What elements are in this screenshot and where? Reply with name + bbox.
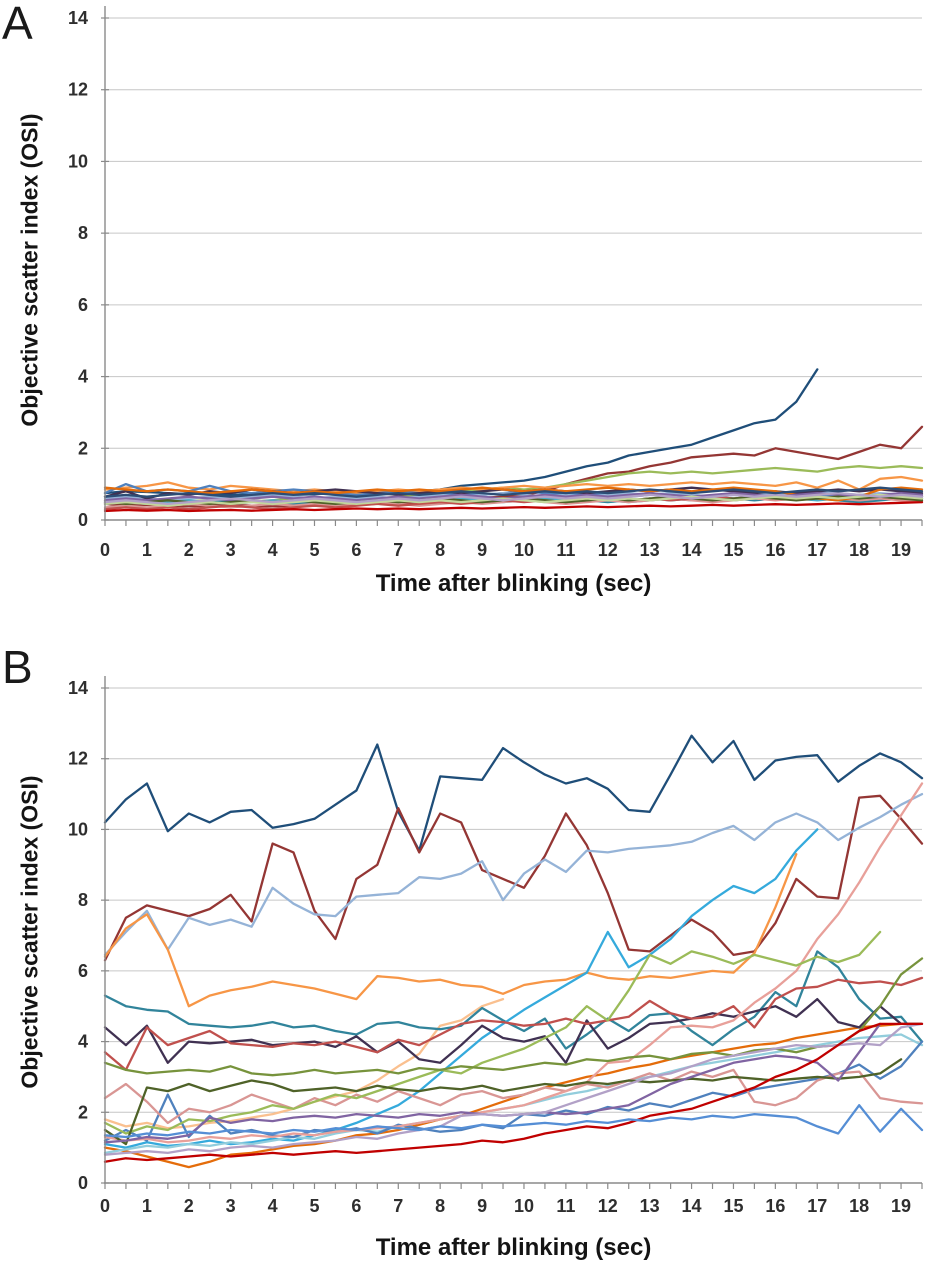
x-tick-label: 17 xyxy=(807,540,827,560)
x-tick-label: 8 xyxy=(435,1196,445,1216)
y-tick-label: 4 xyxy=(78,367,88,387)
series-line-02 xyxy=(103,794,924,962)
x-tick-label: 14 xyxy=(682,1196,702,1216)
x-tick-label: 6 xyxy=(351,1196,361,1216)
series-line-21 xyxy=(103,1104,924,1139)
panel-a-x-axis-title: Time after blinking (sec) xyxy=(375,570,652,597)
panel-a-letter: A xyxy=(2,0,33,49)
x-tick-label: 18 xyxy=(849,1196,869,1216)
y-tick-label: 2 xyxy=(78,1102,88,1122)
x-tick-label: 18 xyxy=(849,540,869,560)
y-tick-label: 10 xyxy=(68,151,88,171)
x-tick-label: 11 xyxy=(556,1196,575,1216)
x-tick-label: 3 xyxy=(226,1196,236,1216)
x-tick-label: 19 xyxy=(891,1196,911,1216)
x-tick-label: 6 xyxy=(351,540,361,560)
x-tick-label: 11 xyxy=(556,540,575,560)
x-tick-label: 12 xyxy=(598,540,618,560)
x-tick-label: 4 xyxy=(268,540,278,560)
panel-b-x-axis-title: Time after blinking (sec) xyxy=(375,1234,652,1261)
x-tick-label: 7 xyxy=(393,1196,403,1216)
series-line-07 xyxy=(103,950,924,1050)
x-tick-label: 19 xyxy=(891,540,911,560)
y-tick-label: 2 xyxy=(78,438,88,458)
x-tick-label: 16 xyxy=(765,1196,785,1216)
x-tick-label: 3 xyxy=(226,540,236,560)
series-line-01 xyxy=(103,368,819,497)
x-tick-label: 12 xyxy=(598,1196,618,1216)
y-tick-label: 14 xyxy=(68,8,88,28)
x-tick-label: 10 xyxy=(514,1196,534,1216)
x-tick-label: 10 xyxy=(514,540,534,560)
y-tick-label: 14 xyxy=(68,678,88,698)
y-tick-label: 12 xyxy=(68,749,88,769)
series-line-17 xyxy=(103,491,924,506)
x-tick-label: 13 xyxy=(640,540,660,560)
y-tick-label: 4 xyxy=(78,1032,88,1052)
y-tick-label: 8 xyxy=(78,890,88,910)
series-line-14 xyxy=(103,782,924,1144)
series-line-02 xyxy=(103,425,924,508)
series-line-05 xyxy=(103,1022,924,1169)
y-tick-label: 0 xyxy=(78,510,88,530)
y-tick-label: 10 xyxy=(68,819,88,839)
x-tick-label: 9 xyxy=(477,1196,487,1216)
panel-b-letter: B xyxy=(2,641,33,693)
x-tick-label: 1 xyxy=(142,540,152,560)
series-line-19 xyxy=(103,1022,924,1156)
x-tick-label: 1 xyxy=(142,1196,152,1216)
x-tick-label: 15 xyxy=(723,540,743,560)
series-line-06 xyxy=(103,997,505,1130)
x-tick-label: 17 xyxy=(807,1196,827,1216)
series-line-04 xyxy=(103,475,924,495)
x-tick-label: 9 xyxy=(477,540,487,560)
x-tick-label: 0 xyxy=(100,540,110,560)
series-line-12 xyxy=(103,500,924,513)
series-line-16 xyxy=(103,957,924,1077)
y-tick-label: 6 xyxy=(78,295,88,315)
series-line-03 xyxy=(103,792,924,957)
y-tick-label: 6 xyxy=(78,961,88,981)
x-tick-label: 15 xyxy=(723,1196,743,1216)
x-tick-label: 8 xyxy=(435,540,445,560)
x-tick-label: 2 xyxy=(184,1196,194,1216)
series-line-01 xyxy=(103,734,924,852)
x-tick-label: 7 xyxy=(393,540,403,560)
x-tick-label: 14 xyxy=(682,540,702,560)
series-line-08 xyxy=(103,828,819,1149)
y-tick-label: 12 xyxy=(68,80,88,100)
x-tick-label: 4 xyxy=(268,1196,278,1216)
series-line-12 xyxy=(103,976,924,1072)
x-tick-label: 16 xyxy=(765,540,785,560)
series-line-04 xyxy=(103,853,798,1008)
series-line-18 xyxy=(103,486,924,498)
x-tick-label: 0 xyxy=(100,1196,110,1216)
y-tick-label: 0 xyxy=(78,1173,88,1193)
x-tick-label: 5 xyxy=(309,1196,319,1216)
x-tick-label: 5 xyxy=(309,540,319,560)
series-line-20 xyxy=(103,1022,924,1163)
x-tick-label: 2 xyxy=(184,540,194,560)
y-tick-label: 8 xyxy=(78,223,88,243)
x-tick-label: 13 xyxy=(640,1196,660,1216)
series-line-15 xyxy=(103,930,882,1135)
series-line-13 xyxy=(103,1068,924,1125)
series-line-11 xyxy=(103,997,924,1064)
